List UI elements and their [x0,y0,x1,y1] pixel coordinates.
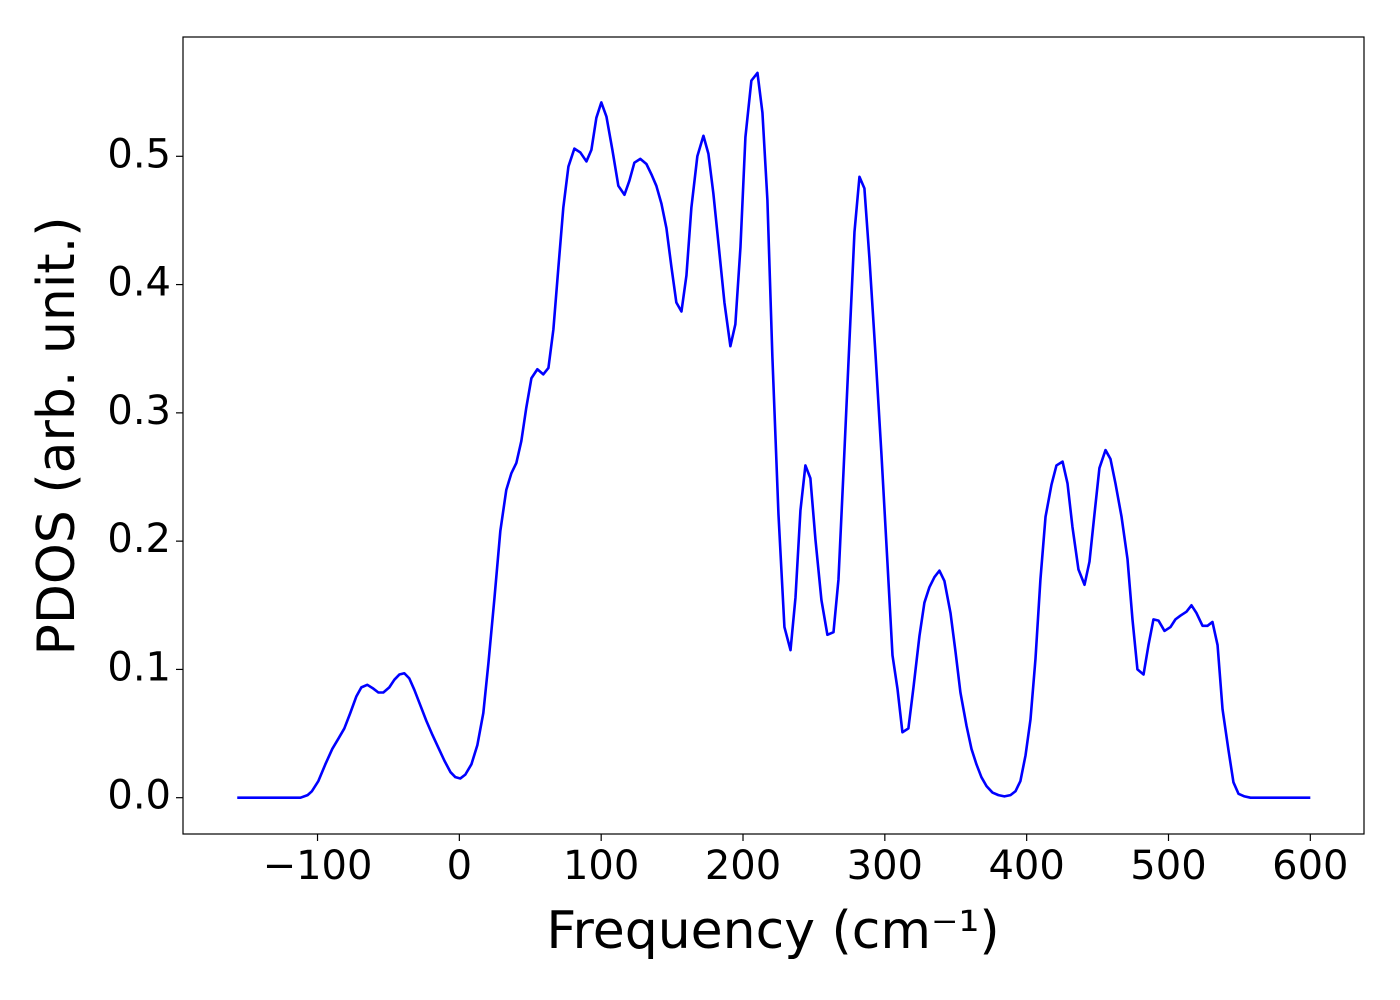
x-tick-label: 500 [1130,843,1206,889]
pdos-line [237,71,1311,799]
x-tick-label: 400 [988,843,1064,889]
x-tick-label: 0 [447,843,472,889]
y-tick-label: 0.4 [107,260,171,306]
y-tick-label: 0.2 [107,516,171,562]
y-tick-label: 0.5 [107,131,171,177]
y-tick-label: 0.3 [107,388,171,434]
x-axis-label: Frequency (cm⁻¹) [546,901,999,961]
x-tick-label: 100 [563,843,639,889]
x-tick-label: 300 [847,843,923,889]
y-tick-label: 0.0 [107,773,171,819]
plot-frame [182,36,1365,835]
x-tick-label: 200 [705,843,781,889]
y-tick-label: 0.1 [107,644,171,690]
x-tick-label: 600 [1272,843,1348,889]
y-axis-label: PDOS (arb. unit.) [27,216,87,655]
x-tick-label: −100 [263,843,373,889]
